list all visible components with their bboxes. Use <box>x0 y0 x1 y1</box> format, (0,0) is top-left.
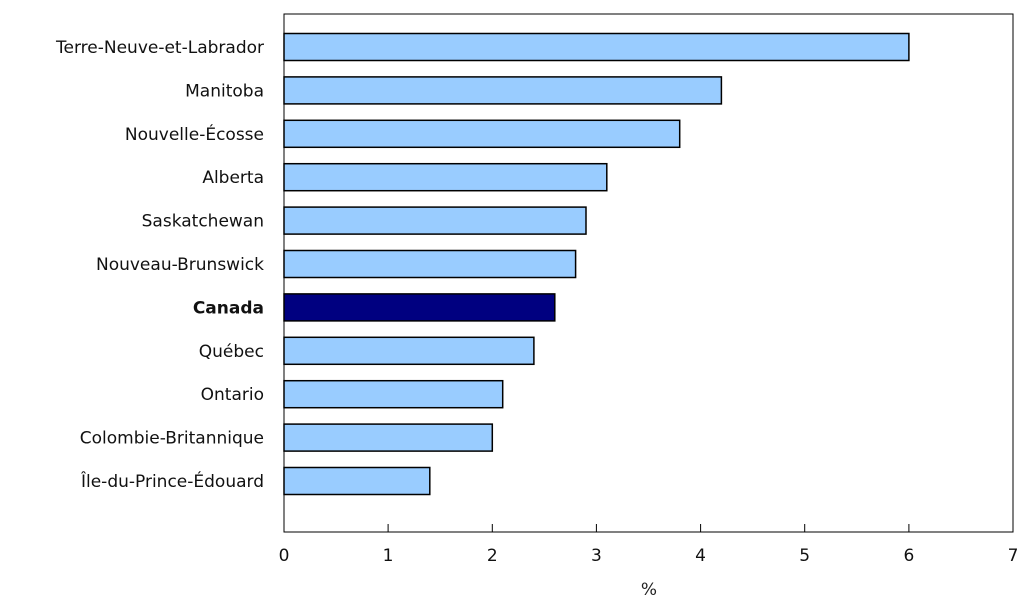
x-tick-label: 5 <box>799 546 810 566</box>
bar <box>283 379 504 409</box>
bars <box>283 32 910 496</box>
category-label: Nouvelle-Écosse <box>125 123 264 145</box>
bar <box>283 293 556 322</box>
x-tick-label: 6 <box>903 546 914 566</box>
category-label: Colombie-Britannique <box>80 429 264 449</box>
bar <box>283 249 577 279</box>
bar <box>283 466 431 496</box>
category-label: Québec <box>199 342 264 362</box>
category-label: Saskatchewan <box>142 212 264 232</box>
x-tick-label: 1 <box>383 546 394 566</box>
bar <box>283 423 494 452</box>
category-label: Manitoba <box>185 81 264 101</box>
bar <box>283 76 723 105</box>
x-axis-label: % <box>641 580 657 600</box>
x-tick-label: 7 <box>1008 546 1019 566</box>
bar <box>283 336 535 366</box>
category-label: Île-du-Prince-Édouard <box>80 470 264 492</box>
bar <box>283 32 910 62</box>
category-label: Canada <box>193 298 264 318</box>
bar <box>283 162 608 192</box>
x-tick-label: 3 <box>591 546 602 566</box>
bar <box>283 119 681 149</box>
x-tick-label: 0 <box>279 546 290 566</box>
category-label: Ontario <box>201 385 264 405</box>
x-axis: 0 1 2 3 4 5 6 7 <box>279 524 1019 566</box>
x-tick-label: 4 <box>695 546 706 566</box>
category-label: Nouveau-Brunswick <box>96 255 264 275</box>
category-label: Terre-Neuve-et-Labrador <box>55 38 264 58</box>
bar <box>283 206 587 235</box>
x-tick-label: 2 <box>487 546 498 566</box>
category-label: Alberta <box>202 168 264 188</box>
category-labels: Terre-Neuve-et-Labrador Manitoba Nouvelle-… <box>55 38 264 492</box>
